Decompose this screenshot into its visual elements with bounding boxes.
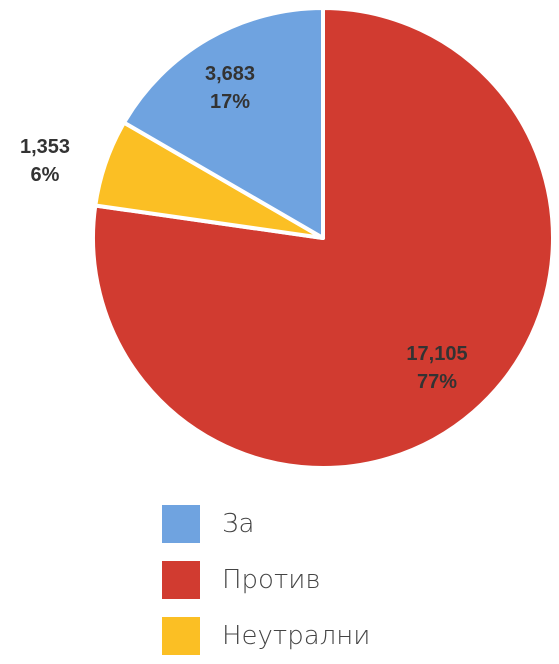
slice-label-protiv: 17,105 77%	[406, 343, 467, 393]
legend-swatch-neutralni	[162, 617, 200, 655]
legend-label-za: За	[222, 509, 255, 539]
legend-label-protiv: Против	[222, 565, 321, 595]
legend-item-protiv: Против	[162, 552, 370, 608]
legend-swatch-protiv	[162, 561, 200, 599]
slice-percent-protiv: 77%	[417, 371, 457, 393]
slice-percent-neutralni: 6%	[31, 164, 60, 186]
slice-percent-za: 17%	[210, 91, 250, 113]
legend-item-za: За	[162, 496, 370, 552]
pie-chart: 17,105 77% 1,353 6% 3,683 17%	[20, 6, 555, 470]
legend: За Против Неутрални	[162, 496, 370, 664]
pie-slice-za	[122, 6, 325, 240]
slice-value-za: 3,683	[205, 63, 255, 85]
slice-value-protiv: 17,105	[406, 343, 467, 365]
slice-value-neutralni: 1,353	[20, 136, 70, 158]
slice-label-neutralni: 1,353 6%	[20, 136, 70, 186]
legend-label-neutralni: Неутрални	[222, 621, 371, 651]
slice-label-za: 3,683 17%	[205, 63, 255, 113]
legend-item-neutralni: Неутрални	[162, 608, 370, 664]
legend-swatch-za	[162, 505, 200, 543]
